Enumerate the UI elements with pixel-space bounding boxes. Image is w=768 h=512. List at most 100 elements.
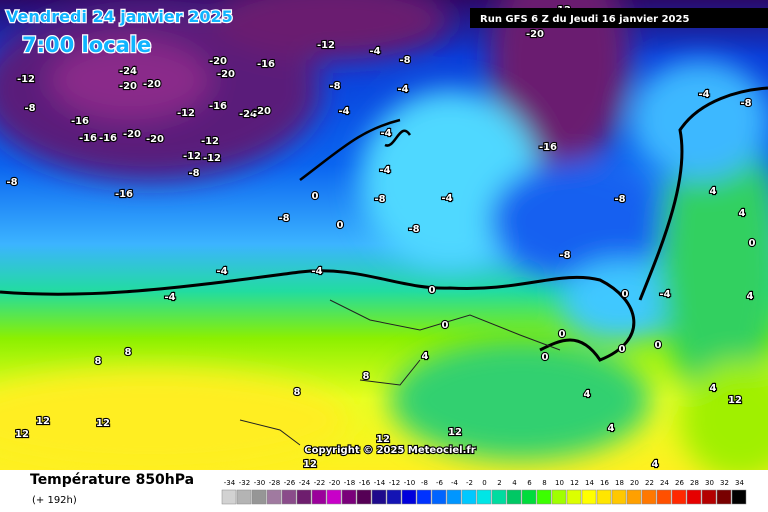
legend-swatch (371, 489, 387, 505)
contour-label: 0 (622, 289, 629, 300)
legend-swatch (611, 489, 627, 505)
legend-swatch (386, 489, 402, 505)
contour-label: -8 (24, 103, 35, 114)
legend-swatch (326, 489, 342, 505)
legend-swatch (341, 489, 357, 505)
contour-label: -8 (559, 250, 570, 261)
contour-label: 8 (95, 356, 102, 367)
legend-label: -34 (224, 479, 236, 487)
legend-swatch (431, 489, 447, 505)
contour-label: -12 (17, 74, 35, 85)
legend-label: -6 (436, 479, 444, 487)
contour-label: -12 (183, 151, 201, 162)
contour-label: -4 (311, 266, 322, 277)
contour-label: -16 (209, 101, 227, 112)
contour-label: 4 (710, 186, 717, 197)
contour-label: -16 (539, 142, 557, 153)
legend-label: 22 (645, 479, 654, 487)
legend-swatch (506, 489, 522, 505)
legend-label: 12 (570, 479, 579, 487)
legend-label: 2 (497, 479, 501, 487)
contour-label: 8 (363, 371, 370, 382)
legend-swatch (491, 489, 507, 505)
temperature-field (0, 0, 768, 470)
legend-label: 26 (675, 479, 684, 487)
legend-label: 20 (630, 479, 639, 487)
contour-label: -20 (146, 134, 164, 145)
contour-label: 12 (15, 429, 29, 440)
contour-label: -4 (379, 165, 390, 176)
legend-swatch (461, 489, 477, 505)
contour-label: -12 (177, 108, 195, 119)
legend-swatch (671, 489, 687, 505)
legend-label: -2 (466, 479, 473, 487)
contour-label: 0 (619, 344, 626, 355)
legend-label: -16 (359, 479, 371, 487)
legend-swatch (236, 489, 252, 505)
contour-label: -20 (253, 106, 271, 117)
color-legend: -34 -32 -30 -28 -26 -24 -22 -20 -18 -16 -14 -12 -10-… (221, 479, 747, 505)
legend-label: -22 (314, 479, 325, 487)
contour-label: -20 (123, 129, 141, 140)
legend-label: 6 (527, 479, 532, 487)
coastline (239, 299, 561, 446)
legend-label: -24 (299, 479, 311, 487)
legend-swatch (296, 489, 312, 505)
legend-label: 0 (482, 479, 486, 487)
contour-label: -4 (380, 128, 391, 139)
contour-label: -20 (217, 69, 235, 80)
run-info: Run GFS 6 Z du Jeudi 16 janvier 2025 (480, 14, 689, 25)
legend-swatch (266, 489, 282, 505)
legend-label: 4 (512, 479, 517, 487)
contour-label: -8 (188, 168, 199, 179)
legend-swatch (446, 489, 462, 505)
contour-label: -20 (526, 29, 544, 40)
run-box (470, 8, 768, 28)
contour-label: -16 (99, 133, 117, 144)
contour-label: 4 (422, 351, 429, 362)
zero-isotherm (0, 269, 636, 362)
copyright: Copyright © 2025 Meteociel.fr (304, 445, 475, 456)
contour-labels: -24-20 -20-12-8-16-16 -16 -20 -20-12-12-12 -1… (5, 4, 756, 470)
contour-label: 0 (442, 320, 449, 331)
legend-swatch (701, 489, 717, 505)
legend-swatch (596, 489, 612, 505)
legend-swatch (581, 489, 597, 505)
contour-label: -8 (374, 194, 385, 205)
legend-label: -14 (374, 479, 386, 487)
time: 7:00 locale (22, 33, 151, 57)
legend-swatch (716, 489, 732, 505)
legend-label: 30 (705, 479, 714, 487)
legend-label: 10 (555, 479, 564, 487)
contour-label: -4 (659, 289, 670, 300)
contour-label: -16 (71, 116, 89, 127)
contour-label: -4 (164, 292, 175, 303)
contour-label: -8 (329, 81, 340, 92)
legend-swatch (536, 489, 552, 505)
contour-label: -4 (397, 84, 408, 95)
footer-lead: (+ 192h) (32, 495, 77, 506)
contour-label: 4 (608, 423, 615, 434)
contour-label: 4 (584, 389, 591, 400)
footer-title: Température 850hPa (30, 472, 194, 488)
map: -24-20 -20-12-8-16-16 -16 -20 -20-12-12-12 -1… (0, 0, 768, 470)
contour-label: 0 (429, 285, 436, 296)
contour-label: -12 (201, 136, 219, 147)
contour-label: 0 (655, 340, 662, 351)
contour-label: 4 (710, 383, 717, 394)
legend-label: 34 (735, 479, 744, 487)
legend-label: -12 (389, 479, 400, 487)
legend-swatch (356, 489, 372, 505)
legend-swatch (656, 489, 672, 505)
legend-label: -10 (404, 479, 415, 487)
contour-label: -4 (698, 89, 709, 100)
contour-label: -8 (278, 213, 289, 224)
legend-swatch (311, 489, 327, 505)
contour-label: 8 (294, 387, 301, 398)
legend-label: 24 (660, 479, 669, 487)
legend-label: -30 (254, 479, 265, 487)
contour-label: 12 (96, 418, 110, 429)
legend-swatch (551, 489, 567, 505)
